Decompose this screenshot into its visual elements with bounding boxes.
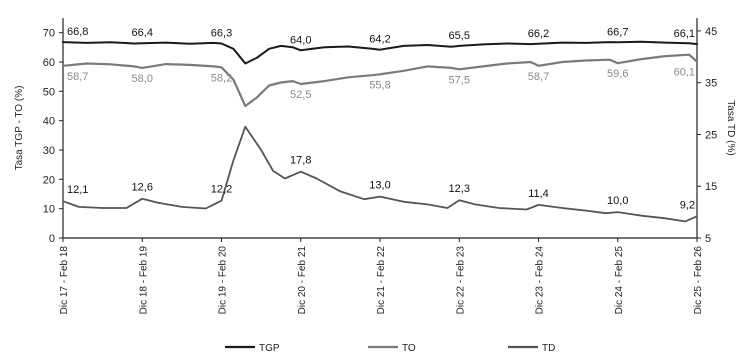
left-tick-label: 20 bbox=[43, 174, 55, 186]
data-label-td: 17,8 bbox=[290, 155, 311, 167]
left-tick-label: 0 bbox=[49, 233, 55, 245]
data-label-tgp: 66,8 bbox=[67, 26, 88, 38]
legend-label-tgp: TGP bbox=[259, 343, 280, 354]
data-label-tgp: 66,4 bbox=[132, 27, 153, 39]
data-label-tgp: 66,3 bbox=[211, 28, 232, 40]
data-label-tgp: 66,2 bbox=[528, 28, 549, 40]
data-label-to: 55,8 bbox=[369, 79, 390, 91]
data-label-tgp: 64,2 bbox=[369, 34, 390, 46]
left-tick-label: 10 bbox=[43, 204, 55, 216]
data-label-td: 12,6 bbox=[132, 182, 153, 194]
data-label-td: 12,3 bbox=[449, 183, 470, 195]
x-tick-label: Dic 18 - Feb 19 bbox=[138, 246, 149, 315]
data-label-td: 13,0 bbox=[369, 180, 390, 192]
data-label-to: 58,7 bbox=[528, 71, 549, 83]
data-label-to: 52,5 bbox=[290, 89, 311, 101]
series-line-tgp bbox=[62, 40, 698, 65]
left-tick-label: 40 bbox=[43, 116, 55, 128]
data-label-tgp: 65,5 bbox=[449, 30, 470, 42]
data-label-tgp: 64,0 bbox=[290, 34, 311, 46]
data-label-to: 58,7 bbox=[67, 71, 88, 83]
data-label-to: 59,6 bbox=[607, 68, 628, 80]
x-tick-label: Dic 19 - Feb 20 bbox=[218, 246, 229, 315]
x-tick-label: Dic 22 - Feb 23 bbox=[455, 246, 466, 315]
x-tick-label: Dic 25 - Feb 26 bbox=[693, 246, 704, 315]
x-tick-label: Dic 21 - Feb 22 bbox=[376, 246, 387, 315]
data-label-td: 12,1 bbox=[67, 184, 88, 196]
x-tick-label: Dic 24 - Feb 25 bbox=[614, 246, 625, 315]
right-axis-title: Tasa TD (%) bbox=[725, 100, 736, 155]
data-label-to: 58,0 bbox=[132, 73, 153, 85]
legend-label-td: TD bbox=[542, 343, 555, 354]
data-label-tgp: 66,1 bbox=[674, 28, 695, 40]
x-tick-label: Dic 23 - Feb 24 bbox=[535, 246, 546, 315]
left-tick-label: 50 bbox=[43, 86, 55, 98]
series-line-to bbox=[61, 53, 699, 108]
legend-label-to: TO bbox=[402, 343, 416, 354]
right-tick-label: 35 bbox=[705, 78, 717, 90]
data-label-tgp: 66,7 bbox=[607, 26, 628, 38]
left-tick-label: 70 bbox=[43, 28, 55, 40]
data-label-td: 12,2 bbox=[211, 184, 232, 196]
x-tick-label: Dic 17 - Feb 18 bbox=[59, 246, 70, 315]
series-line-td bbox=[62, 125, 698, 223]
data-label-td: 9,2 bbox=[680, 199, 695, 211]
series-lines bbox=[61, 40, 699, 223]
x-tick-label: Dic 20 - Feb 21 bbox=[297, 246, 308, 315]
data-label-to: 58,2 bbox=[211, 72, 232, 84]
left-axis-title: Tasa TGP - TO (%) bbox=[14, 86, 25, 171]
data-label-td: 11,4 bbox=[528, 188, 549, 200]
legend: TGP TO TD bbox=[225, 343, 555, 354]
right-tick-label: 25 bbox=[705, 129, 717, 141]
data-labels: 66,8 66,4 66,3 64,0 64,2 65,5 66,2 66,7 66,1 58,7… bbox=[67, 26, 695, 211]
left-tick-label: 60 bbox=[43, 57, 55, 69]
data-label-to: 60,1 bbox=[674, 67, 695, 79]
right-tick-label: 15 bbox=[705, 181, 717, 193]
left-tick-label: 30 bbox=[43, 145, 55, 157]
data-label-to: 57,5 bbox=[449, 74, 470, 86]
right-tick-label: 45 bbox=[705, 26, 717, 38]
data-label-td: 10,0 bbox=[607, 195, 628, 207]
right-tick-label: 5 bbox=[705, 233, 711, 245]
axes: 0 10 20 30 40 50 60 70 5 15 25 35 45 Dic 17 - Feb 18 D… bbox=[14, 18, 736, 314]
